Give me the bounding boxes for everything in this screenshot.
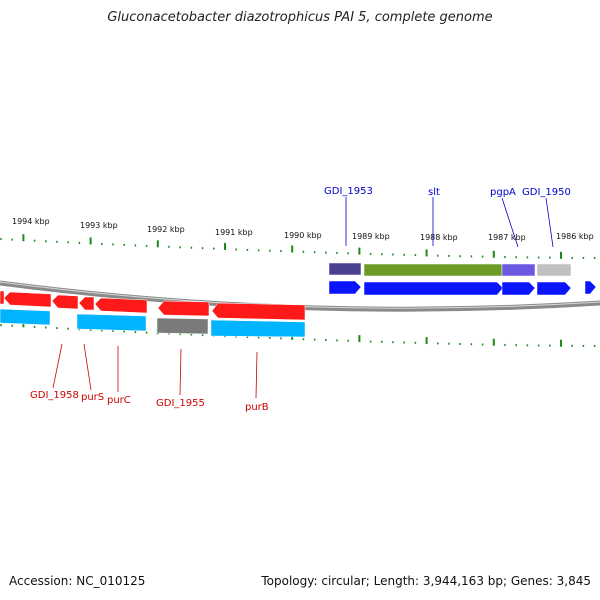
feature-bar[interactable] bbox=[156, 317, 209, 335]
scale-label-1989: 1989 kbp bbox=[352, 232, 390, 241]
gene-arrow-reverse[interactable] bbox=[51, 294, 79, 310]
genome-summary-text: Topology: circular; Length: 3,944,163 bp… bbox=[261, 574, 591, 588]
gene-arrow-reverse[interactable] bbox=[94, 297, 148, 314]
gene-slt-bar[interactable] bbox=[363, 263, 503, 277]
scale-label-1987: 1987 kbp bbox=[488, 233, 526, 242]
gene-pgpa-bar[interactable] bbox=[501, 263, 536, 277]
accession-text: Accession: NC_010125 bbox=[9, 574, 146, 588]
gene-arrow-reverse[interactable] bbox=[0, 290, 5, 305]
scale-label-1992: 1992 kbp bbox=[147, 225, 185, 234]
reverse-strand-genes bbox=[0, 290, 306, 321]
gene-label-gdi1953[interactable]: GDI_1953 bbox=[324, 186, 373, 197]
gene-label-gdi1955[interactable]: GDI_1955 bbox=[156, 398, 205, 409]
bottom-label-leaders bbox=[52, 343, 258, 399]
scale-label-1986: 1986 kbp bbox=[556, 232, 594, 241]
gene-arrow-reverse[interactable] bbox=[157, 300, 210, 317]
gene-gdi1950-bar[interactable] bbox=[536, 263, 572, 277]
gene-gdi1953-bar[interactable] bbox=[328, 262, 362, 276]
gene-arrow-reverse[interactable] bbox=[211, 302, 306, 321]
forward-strand-genes bbox=[328, 262, 597, 296]
gene-label-gdi1958[interactable]: GDI_1958 bbox=[30, 390, 79, 401]
gene-arrow-forward[interactable] bbox=[328, 280, 362, 295]
scale-label-1990: 1990 kbp bbox=[284, 231, 322, 240]
gene-label-purc[interactable]: purC bbox=[107, 395, 131, 406]
inner-feature-ring bbox=[0, 308, 306, 338]
gene-label-purs[interactable]: purS bbox=[81, 392, 104, 403]
gene-arrow-reverse[interactable] bbox=[3, 291, 52, 308]
feature-bar[interactable] bbox=[76, 313, 147, 332]
gene-arrow-forward[interactable] bbox=[501, 281, 536, 296]
gene-arrow-forward[interactable] bbox=[584, 280, 597, 295]
scale-label-1994: 1994 kbp bbox=[12, 217, 50, 226]
gene-label-purb[interactable]: purB bbox=[245, 402, 269, 413]
outer-tick-ring bbox=[0, 234, 596, 259]
feature-bar[interactable] bbox=[0, 308, 51, 326]
map-title: Gluconacetobacter diazotrophicus PAI 5, … bbox=[107, 10, 493, 25]
gene-label-slt[interactable]: slt bbox=[428, 187, 440, 198]
top-label-leaders bbox=[345, 197, 554, 248]
scale-label-1991: 1991 kbp bbox=[215, 228, 253, 237]
gene-label-pgpa[interactable]: pgpA bbox=[490, 187, 516, 198]
feature-bar[interactable] bbox=[210, 319, 306, 338]
gene-arrow-forward[interactable] bbox=[536, 281, 572, 296]
gene-arrow-reverse[interactable] bbox=[78, 296, 95, 311]
gene-arrow-forward[interactable] bbox=[363, 281, 504, 296]
scale-label-1988: 1988 kbp bbox=[420, 233, 458, 242]
gene-label-gdi1950[interactable]: GDI_1950 bbox=[522, 187, 571, 198]
scale-label-1993: 1993 kbp bbox=[80, 221, 118, 230]
